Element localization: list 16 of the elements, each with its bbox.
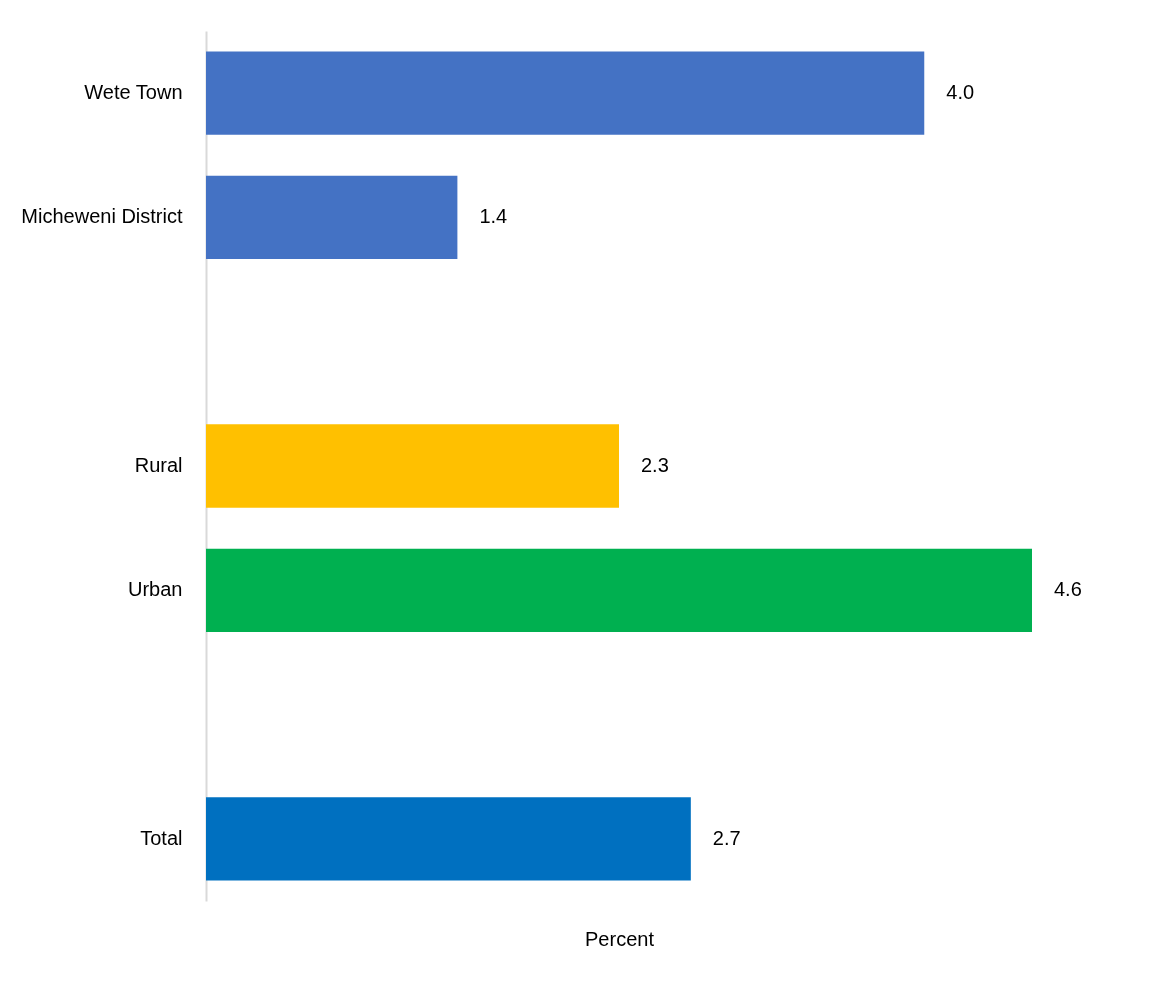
y-tick-label: Micheweni District — [21, 205, 183, 228]
y-tick-label: Urban — [128, 578, 183, 601]
bar — [206, 797, 691, 881]
data-label: 4.0 — [946, 81, 975, 104]
bar — [206, 175, 458, 260]
bar — [206, 548, 1032, 632]
bar — [206, 51, 925, 135]
data-label: 2.7 — [712, 826, 741, 849]
x-axis-title: Percent — [585, 927, 655, 950]
data-label: 1.4 — [479, 205, 508, 228]
y-tick-label: Rural — [134, 454, 183, 476]
y-tick-label: Total — [140, 826, 183, 849]
data-label: 4.6 — [1054, 578, 1082, 601]
y-tick-label: Wete Town — [84, 81, 183, 104]
bar — [206, 424, 619, 508]
data-label: 2.3 — [641, 454, 669, 476]
